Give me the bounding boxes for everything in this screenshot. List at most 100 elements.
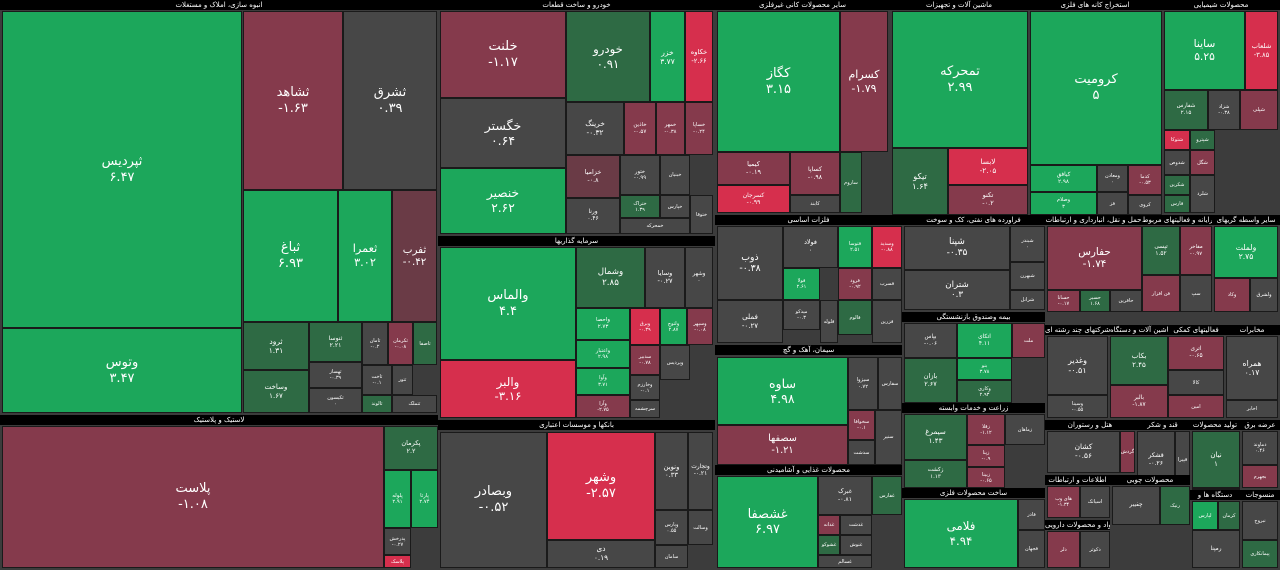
change: ۲.۵۱ [850,247,860,253]
ticker: وبرق [639,320,651,327]
tile: کسرام -۱.۷۹ [840,11,888,152]
change: -۱.۱۲ [980,429,992,436]
sector-title: عرضه برق [1240,420,1280,430]
tile: کرمان [1218,501,1240,530]
ticker: وساخت [264,382,288,391]
sector: زراعت و خدمات وابسته سیمرغ ۱.۴۳ زکشت ۱.۱۳ زقل… [902,403,1045,488]
sector: فعالیتهای کمکی اتری -۰.۶۵ کالا امین [1168,325,1224,420]
change: ۰.۷۲ [857,383,869,390]
ticker: شگل [1197,159,1208,166]
tile: وتجارت -۰.۲۱ [688,432,713,510]
sector: سیمان، آهک و گچ ساوه ۴.۹۸ سصفها -۱.۲۱ سیزوا ۰.… [715,345,902,465]
change: -۰.۰۶ [923,340,938,347]
tile: تکنو -۰.۲ [948,185,1028,215]
ticker: های وب [1055,496,1072,502]
change: ۲.۶۱ [796,284,807,290]
change: -۱.۲۱ [771,445,794,456]
change: -۰.۳۸ [739,263,761,274]
ticker: سرچشمه [634,406,656,412]
tile: زقلا -۱.۱۲ [967,414,1005,445]
change: ۰.۴۶ [587,216,599,222]
ticker: ثشاهد [276,84,310,100]
change: ۱.۳۱ [268,346,284,355]
tile: کرومیت ۵ [1030,11,1162,165]
ticker: شرانل [1020,297,1035,303]
tile: شپترو [1190,130,1215,150]
tile: ثکیسون ۰ [309,388,362,413]
ticker: پلاسک [390,558,405,565]
ticker: سخوافا [853,419,870,425]
tile: ثنوسا ۲.۲۱ [309,322,362,362]
ticker: ثالوند [371,401,383,407]
sector-title: فراورده های نفتی، کک و سوخت [902,215,1045,225]
ticker: ذوب [741,251,759,263]
tile: شکربن [1164,175,1190,195]
tile: سنیر [875,410,902,465]
ticker: نبروج [1254,517,1266,524]
change: ۲.۹۱ [392,499,403,505]
ticker: ثتملک [408,401,421,407]
tile: چفیبر [1112,486,1160,525]
sector-title: بانکها و موسسات اعتباری [438,420,715,430]
ticker: امین [1191,403,1201,410]
tile: شتوکا [1164,130,1190,150]
tile: شدوص [1164,150,1190,175]
ticker: شپنا [949,237,965,248]
ticker: وآوا [599,375,607,382]
tile: فسرب [872,268,902,300]
change: -۰.۱ [640,387,650,394]
change: -۰.۲۱ [693,471,708,477]
sector: محصولات چوبی چفیبر رنیک [1110,475,1190,570]
sector: انبوه سازی، املاک و مستغلات ثپردیس ۶.۴۷ وتو… [0,0,438,415]
tile: وسالت [688,510,713,545]
tile: ورنا ۰.۴۶ [566,198,620,234]
sector-title: دستگاه ها و [1190,490,1240,500]
ticker: فرود [850,278,860,284]
change: -۰.۵۲ [478,500,509,515]
ticker: ومعادن [1105,172,1120,179]
tile: فولاد ۰ [783,226,838,268]
tile: وکاد [1214,278,1250,312]
change: ۰.۶۴ [490,133,516,148]
tile: ثرود ۱.۳۱ [243,322,309,370]
sector: فلزات اساسی ذوب -۰.۳۸ فملی -۰.۲۷ فولاد ۰ فولا ۲.… [715,215,902,345]
change: ۰.۳ [950,290,964,300]
tile: فملی -۰.۲۷ [717,300,783,343]
ticker: لپارس [1198,512,1212,519]
tile: بالبر -۱.۸۷ [1110,385,1168,418]
ticker: وسایا [657,268,673,277]
ticker: خمحرکه [646,223,664,229]
ticker: ختور [634,168,646,175]
sector-title: قند و شکر [1135,420,1190,430]
ticker: سدبیر [638,354,652,360]
tile: وپارس ۰.۵۵ [655,510,688,545]
tile: ثباغ ۶.۹۳ [243,190,338,322]
ticker: گردش [1120,449,1135,455]
ticker: وکاری [978,385,991,392]
ticker: وسدید [880,241,894,247]
tile: سدشت [848,440,875,465]
tile: کالا [1168,370,1224,395]
sector: مخابرات همراه ۰.۱۷ اخابر [1224,325,1280,420]
ticker: ثعمرا [352,242,378,256]
ticker: شزاد [1218,104,1230,110]
ticker: ثکیسون [327,394,344,401]
sector-title: مخابرات [1224,325,1280,335]
sector-title: سیمان، آهک و گچ [715,345,902,355]
sector-title: زراعت و خدمات وابسته [902,403,1045,413]
change: -۲.۷۵ [597,406,609,413]
ticker: ملت [1023,337,1034,344]
tile: وسایا -۰.۲۷ [645,247,685,308]
sector: ماشین آلات و تجهیزات تمحرکه ۲.۹۹ تیکو ۱.۶۴ لا… [890,0,1028,215]
ticker: پیمانکاری [1250,551,1270,557]
sector-title: سایر محصولات کانی غیرفلزی [715,0,890,10]
change: -۳.۱۶ [494,389,522,403]
change: ۰ [697,277,701,284]
ticker: وشمال [597,267,624,278]
ticker: غدشت [848,522,864,528]
tile: فارس [1164,195,1190,213]
tile: واحصا ۲.۷۳ [576,308,630,340]
sector: عرضه برق دماوند ۰.۴۶ بجهرم [1240,420,1280,490]
tile: ملت [1012,323,1045,358]
ticker: بپاس [924,333,937,340]
